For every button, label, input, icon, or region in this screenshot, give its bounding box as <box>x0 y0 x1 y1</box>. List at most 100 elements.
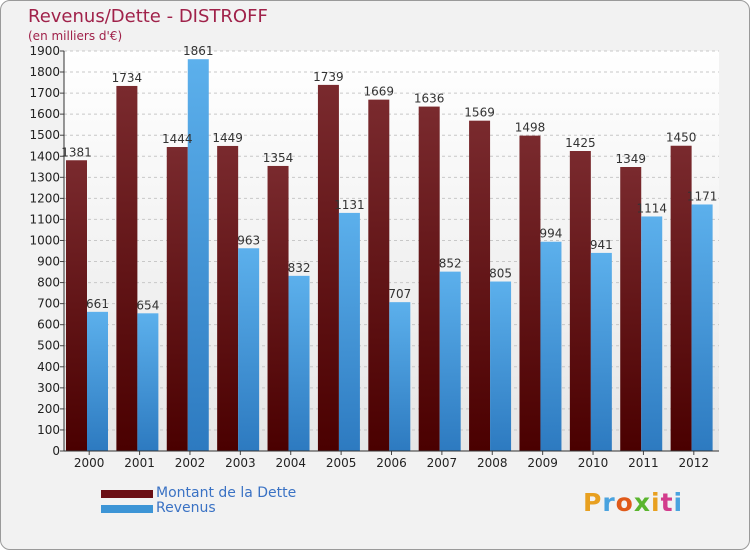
data-label-revenus-2004: 832 <box>288 261 311 275</box>
x-tick-label-2011: 2011 <box>628 456 659 470</box>
data-label-revenus-2003: 963 <box>237 233 260 247</box>
axes: 0 100 200 300 400 500 600 700 800 900 1000 1100 1200… <box>29 44 719 470</box>
proxiti-logo: Proxiti <box>583 488 683 517</box>
bar-dette-2004 <box>267 165 289 451</box>
legend-label-dette: Montant de la Dette <box>156 485 297 501</box>
y-tick-label: 500 <box>37 339 60 353</box>
y-tick-label: 1400 <box>29 149 60 163</box>
y-tick-label: 400 <box>37 360 60 374</box>
x-tick-label-2003: 2003 <box>225 456 256 470</box>
data-label-dette-2008: 1569 <box>464 106 495 120</box>
chart-title: Revenus/Dette - DISTROFF <box>28 6 268 27</box>
legend-label-revenus: Revenus <box>156 500 216 516</box>
logo-letter: r <box>602 488 616 517</box>
bar-dette-2011 <box>620 167 642 451</box>
y-tick-label: 1100 <box>29 212 60 226</box>
x-tick-label-2009: 2009 <box>527 456 558 470</box>
x-tick-label-2002: 2002 <box>175 456 206 470</box>
x-tick-label-2000: 2000 <box>74 456 105 470</box>
data-label-revenus-2012: 1171 <box>687 189 718 203</box>
bar-revenus-2005 <box>338 212 360 451</box>
logo-letter: i <box>673 488 684 517</box>
data-label-revenus-2006: 707 <box>388 287 411 301</box>
data-label-revenus-2000: 661 <box>86 297 109 311</box>
data-label-dette-2000: 1381 <box>61 145 92 159</box>
y-tick-label: 100 <box>37 423 60 437</box>
y-tick-label: 1900 <box>29 44 60 58</box>
bar-dette-2010 <box>569 151 591 451</box>
bar-revenus-2011 <box>641 216 663 451</box>
y-tick-label: 1600 <box>29 107 60 121</box>
data-label-revenus-2009: 994 <box>540 227 563 241</box>
bar-dette-2003 <box>217 145 239 451</box>
bar-dette-2012 <box>670 145 692 451</box>
bar-dette-2000 <box>66 160 87 451</box>
data-label-dette-2011: 1349 <box>615 152 646 166</box>
y-tick-label: 1700 <box>29 86 60 100</box>
logo-letter: t <box>660 488 674 517</box>
bar-dette-2008 <box>469 120 491 452</box>
data-label-dette-2004: 1354 <box>263 151 294 165</box>
x-tick-label-2004: 2004 <box>275 456 306 470</box>
data-label-dette-2002: 1444 <box>162 132 193 146</box>
bar-revenus-2010 <box>590 252 612 451</box>
bar-revenus-2007 <box>439 271 461 451</box>
y-tick-label: 1800 <box>29 65 60 79</box>
x-tick-label-2005: 2005 <box>326 456 357 470</box>
data-label-revenus-2007: 852 <box>439 257 462 271</box>
data-label-dette-2001: 1734 <box>112 71 143 85</box>
chart-subtitle: (en milliers d'€) <box>28 29 123 43</box>
bar-revenus-2000 <box>87 311 108 451</box>
data-label-dette-2009: 1498 <box>515 121 546 135</box>
logo-letter: i <box>651 488 661 517</box>
y-tick-label: 900 <box>37 255 60 269</box>
data-label-revenus-2010: 941 <box>590 238 613 252</box>
x-tick-label-2012: 2012 <box>679 456 710 470</box>
data-label-dette-2005: 1739 <box>313 70 344 84</box>
y-tick-label: 1200 <box>29 191 60 205</box>
bar-dette-2006 <box>368 99 390 451</box>
y-tick-label: 1000 <box>29 233 60 247</box>
bar-revenus-2009 <box>540 241 562 451</box>
bars <box>66 59 713 452</box>
bar-revenus-2002 <box>187 59 209 452</box>
bar-revenus-2012 <box>691 204 713 451</box>
x-tick-label-2006: 2006 <box>376 456 407 470</box>
bar-revenus-2003 <box>238 248 260 451</box>
y-tick-label: 0 <box>52 444 60 458</box>
data-label-revenus-2002: 1861 <box>183 44 214 58</box>
data-label-revenus-2005: 1131 <box>334 198 365 212</box>
bar-revenus-2006 <box>389 302 411 451</box>
logo-letter: x <box>633 488 651 517</box>
y-tick-label: 1300 <box>29 170 60 184</box>
y-tick-label: 600 <box>37 318 60 332</box>
bar-revenus-2008 <box>490 281 512 451</box>
bar-dette-2009 <box>519 135 541 451</box>
data-label-dette-2006: 1669 <box>364 85 395 99</box>
x-tick-label-2007: 2007 <box>427 456 458 470</box>
data-label-revenus-2001: 654 <box>136 298 159 312</box>
y-tick-label: 1500 <box>29 128 60 142</box>
x-tick-label-2001: 2001 <box>124 456 155 470</box>
x-tick-label-2010: 2010 <box>578 456 609 470</box>
bar-dette-2001 <box>116 85 138 452</box>
data-label-dette-2010: 1425 <box>565 136 596 150</box>
y-tick-label: 700 <box>37 297 60 311</box>
legend-swatch-revenus <box>101 505 153 513</box>
data-label-revenus-2008: 805 <box>489 267 512 281</box>
legend-swatch-dette <box>101 490 153 498</box>
bar-dette-2007 <box>418 106 440 451</box>
data-label-dette-2003: 1449 <box>212 131 243 145</box>
logo-letter: P <box>583 488 603 517</box>
y-tick-label: 800 <box>37 276 60 290</box>
x-tick-label-2008: 2008 <box>477 456 508 470</box>
bar-dette-2005 <box>317 84 339 451</box>
data-label-dette-2012: 1450 <box>666 131 697 145</box>
bar-revenus-2004 <box>288 275 310 451</box>
data-label-dette-2007: 1636 <box>414 92 445 106</box>
data-label-revenus-2011: 1114 <box>636 201 667 215</box>
bar-revenus-2001 <box>137 313 159 451</box>
logo-letter: o <box>615 488 634 517</box>
